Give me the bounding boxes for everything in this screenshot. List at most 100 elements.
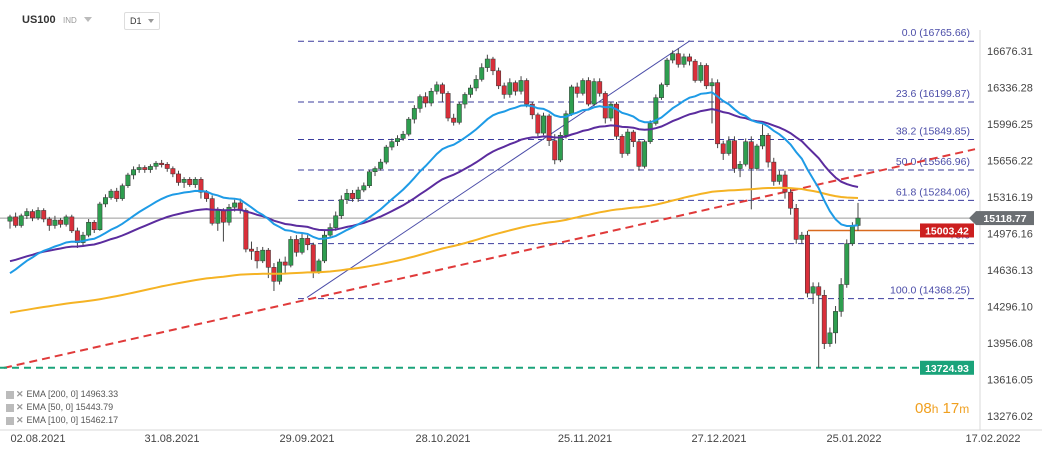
- candle-body: [249, 248, 254, 252]
- candle-body: [439, 84, 445, 94]
- candle-body: [687, 56, 692, 62]
- candle-body: [7, 216, 13, 222]
- candle-body: [675, 53, 681, 65]
- candle-body: [816, 286, 822, 296]
- channel-line: [306, 40, 691, 298]
- fib-level-label: 0.0 (16765.66): [902, 27, 970, 39]
- candle-body: [468, 87, 473, 95]
- fib-level-label: 23.6 (16199.87): [896, 88, 970, 100]
- fib-level-label: 100.0 (14368.25): [890, 285, 970, 297]
- ema-100-line: [9, 91, 859, 275]
- settings-icon[interactable]: [6, 416, 14, 425]
- candle-body: [569, 86, 575, 115]
- candle-body: [170, 168, 176, 175]
- candle-body: [771, 161, 777, 182]
- candle-body: [479, 67, 485, 80]
- settings-icon[interactable]: [6, 403, 14, 412]
- candle-body: [580, 80, 586, 94]
- candle-body: [692, 60, 698, 81]
- indicator-row[interactable]: ✕ EMA [100, 0] 15462.17: [6, 414, 118, 427]
- candle-body: [198, 179, 204, 193]
- symbol-dropdown-icon[interactable]: [84, 17, 92, 22]
- candle-body: [754, 145, 760, 169]
- y-tick-label: 14636.13: [987, 265, 1033, 277]
- x-tick-label: 02.08.2021: [10, 433, 65, 445]
- candle-body: [52, 219, 58, 226]
- symbol-type-label: IND: [63, 16, 77, 25]
- y-tick-label: 16336.28: [987, 82, 1033, 94]
- candle-body: [220, 210, 226, 223]
- candle-body: [265, 249, 271, 268]
- timeframe-select[interactable]: D1: [124, 12, 160, 30]
- candle-body: [541, 115, 546, 134]
- candle-body: [277, 261, 283, 282]
- candle-body: [535, 114, 541, 134]
- candle-body: [243, 210, 249, 250]
- candle-body: [305, 238, 311, 246]
- chart-toolbar: US100 IND D1: [0, 0, 980, 30]
- candle-body: [428, 90, 434, 104]
- candle-body: [344, 192, 350, 200]
- candle-body: [288, 239, 294, 266]
- candle-body: [630, 131, 636, 142]
- symbol-label[interactable]: US100: [22, 14, 56, 26]
- candle-body: [232, 202, 238, 208]
- candle-body: [647, 123, 653, 142]
- candle-body: [720, 143, 726, 154]
- candle-body: [80, 234, 86, 243]
- candle-body: [103, 197, 108, 205]
- candle-body: [18, 215, 24, 226]
- close-icon[interactable]: ✕: [16, 389, 24, 399]
- x-tick-label: 29.09.2021: [279, 433, 334, 445]
- candle-body: [473, 79, 479, 89]
- timer-hours-unit: h: [931, 402, 939, 416]
- candle-body: [529, 103, 535, 116]
- candle-body: [97, 203, 103, 231]
- candle-body: [636, 141, 642, 167]
- candle-body: [743, 141, 749, 165]
- candle-body: [585, 80, 591, 105]
- timer-minutes-unit: m: [959, 402, 970, 416]
- candle-body: [327, 227, 333, 236]
- candle-body: [821, 295, 827, 344]
- candle-body: [361, 185, 367, 191]
- candle-body: [557, 134, 563, 161]
- indicator-label: EMA [50, 0] 15443.79: [26, 402, 114, 412]
- settings-icon[interactable]: [6, 390, 14, 399]
- indicator-row[interactable]: ✕ EMA [200, 0] 14963.33: [6, 388, 118, 401]
- candle-body: [91, 221, 97, 231]
- candle-body: [63, 216, 69, 225]
- candle-body: [709, 82, 715, 87]
- candle-body: [490, 58, 496, 72]
- y-tick-label: 13276.02: [987, 411, 1033, 423]
- candle-body: [748, 141, 754, 169]
- candle-body: [338, 199, 344, 217]
- candle-body: [41, 210, 47, 220]
- candle-body: [254, 250, 260, 262]
- candle-body: [114, 190, 120, 199]
- candle-body: [153, 162, 159, 167]
- trend-line: [3, 148, 976, 369]
- close-icon[interactable]: ✕: [16, 415, 24, 425]
- candle-body: [732, 140, 737, 169]
- candle-body: [681, 56, 687, 65]
- y-tick-label: 15316.19: [987, 192, 1033, 204]
- candle-body: [411, 108, 417, 120]
- candle-body: [597, 81, 603, 94]
- candle-body: [417, 96, 423, 109]
- x-tick-label: 28.10.2021: [415, 433, 470, 445]
- indicator-row[interactable]: ✕ EMA [50, 0] 15443.79: [6, 401, 118, 414]
- candle-body: [782, 174, 788, 193]
- candle-body: [805, 234, 810, 294]
- candle-body: [484, 58, 490, 68]
- candle-body: [462, 94, 468, 105]
- x-tick-label: 31.08.2021: [144, 433, 199, 445]
- fib-level-label: 38.2 (15849.85): [896, 126, 970, 138]
- candle-body: [546, 115, 552, 141]
- y-tick-label: 16676.31: [987, 46, 1033, 58]
- close-icon[interactable]: ✕: [16, 402, 24, 412]
- x-tick-label: 25.11.2021: [558, 433, 612, 445]
- candle-body: [518, 80, 524, 92]
